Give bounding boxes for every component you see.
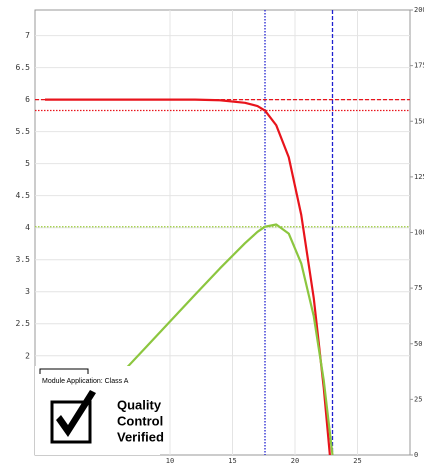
y-tick-label: 5.5 (16, 127, 31, 136)
marks-layer (35, 10, 410, 455)
y2-tick-label: 75 (414, 284, 422, 292)
y-tick-label: 4 (25, 223, 30, 232)
x-tick-label: 25 (353, 457, 361, 464)
y2-tick-label: 150 (414, 117, 424, 125)
y-tick-label: 3.5 (16, 255, 31, 264)
y2-tick-label: 100 (414, 229, 424, 237)
x-tick-label: 20 (291, 457, 299, 464)
y2-tick-label: 25 (414, 395, 422, 403)
y2-tick-label: 50 (414, 340, 422, 348)
y-tick-label: 6.5 (16, 63, 31, 72)
y-tick-label: 2 (25, 351, 30, 360)
badge-line: Verified (117, 429, 164, 444)
y-tick-label: 5 (25, 159, 30, 168)
y-tick-label: 3 (25, 287, 30, 296)
y2-tick-label: 200 (414, 6, 424, 14)
badge: Module Application: Class A Quality Cont… (35, 366, 164, 455)
badge-check (56, 390, 96, 437)
labels-layer: 2 2.5 3 3.5 4 4.5 5 5.5 6 6.5 7 0 25 50 75 100 125 150 175… (16, 6, 424, 464)
y2-tick-label: 0 (414, 451, 418, 459)
badge-line: Control (117, 413, 163, 428)
badge-bracket (39, 368, 89, 374)
badge-line: Quality (117, 397, 162, 412)
series-line (45, 98, 331, 455)
x-tick-label: 10 (166, 457, 174, 464)
y-tick-label: 7 (25, 31, 30, 40)
y-tick-label: 4.5 (16, 191, 31, 200)
y-tick-label: 2.5 (16, 319, 31, 328)
y-tick-label: 6 (25, 95, 30, 104)
badge-caption: Module Application: Class A (42, 378, 129, 385)
y2-tick-label: 175 (414, 62, 424, 70)
y2-tick-label: 125 (414, 173, 424, 181)
x-tick-label: 15 (228, 457, 236, 464)
